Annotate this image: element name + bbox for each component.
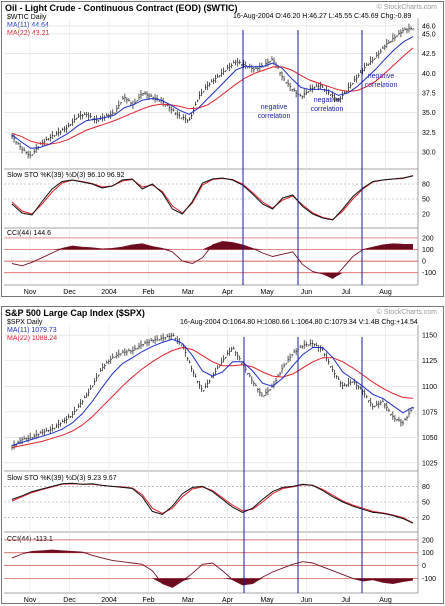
spx-chart-svg: 1150 1125 1100 1075 1050 1025 Nov Dec 2004 Feb Mar… — [4, 325, 438, 604]
price-tick-label: 32.5 — [422, 130, 436, 137]
month-tick-label: May — [260, 597, 274, 604]
cci-tick-label: -100 — [422, 576, 436, 583]
watermark: © StockCharts.com — [376, 4, 437, 11]
chart-frame — [1, 1, 444, 297]
cci-tick-label: 100 — [422, 247, 434, 254]
legend-ma11: MA(11) 44.64 — [7, 22, 49, 29]
legend-ma22: MA(22) 1088.24 — [7, 335, 58, 342]
month-tick-label: 2004 — [101, 597, 117, 604]
cci-tick-label: 0 — [422, 563, 426, 570]
price-tick-label: 1025 — [422, 460, 438, 467]
month-tick-label: Mar — [182, 289, 195, 296]
price-tick-label: 35.0 — [422, 110, 436, 117]
legend-ma11: MA(11) 1079.73 — [7, 327, 57, 334]
sto-tick-label: 80 — [422, 182, 430, 189]
price-tick-label: 40.0 — [422, 71, 436, 78]
symbol-label: $WTIC Daily — [7, 14, 47, 21]
price-tick-label: 1075 — [422, 409, 438, 416]
month-tick-label: Jun — [301, 597, 312, 604]
price-tick-label: 1100 — [422, 384, 437, 391]
month-tick-label: Apr — [222, 289, 234, 296]
chart-frame — [1, 306, 444, 604]
ma11-line — [11, 338, 414, 446]
sto-d-line — [11, 175, 414, 221]
cci-line — [11, 240, 414, 280]
symbol-label: $SPX Daily — [7, 319, 43, 326]
cci-tick-label: 200 — [422, 235, 434, 242]
cci-line — [11, 549, 414, 588]
month-tick-label: Jul — [342, 289, 351, 296]
month-tick-label: Dec — [63, 597, 76, 604]
oil-chart-panel: Oil - Light Crude - Continuous Contract … — [0, 0, 445, 298]
month-tick-label: May — [260, 289, 274, 296]
price-tick-label: 45.0 — [422, 31, 436, 38]
watermark: © StockCharts.com — [376, 309, 437, 316]
month-tick-label: Dec — [63, 289, 76, 296]
month-tick-label: Jun — [301, 289, 312, 296]
cci-tick-label: -100 — [422, 270, 436, 277]
cci-title: CCI(44) 144.6 — [7, 230, 51, 237]
sto-tick-label: 50 — [422, 197, 430, 204]
cci-tick-label: 0 — [422, 259, 426, 266]
price-tick-label: 37.5 — [422, 91, 436, 98]
spx-chart-panel: S&P 500 Large Cap Index ($SPX) © StockCh… — [0, 305, 445, 605]
cci-tick-label: 100 — [422, 550, 434, 557]
sto-k-line — [11, 482, 414, 524]
ma22-line — [11, 47, 414, 145]
ohlc-summary: 16-Aug-2004 O:46.20 H:46.27 L:45.55 C:45… — [233, 13, 412, 20]
price-tick-label: 1050 — [422, 435, 438, 442]
price-tick-label: 1125 — [422, 358, 437, 365]
cci-oversold-fill — [12, 272, 413, 279]
price-tick-label: 1150 — [422, 333, 437, 340]
month-tick-label: Nov — [24, 289, 37, 296]
month-tick-label: Aug — [379, 289, 392, 296]
ohlc-summary: 16-Aug-2004 O:1064.80 H:1080.66 L:1064.8… — [180, 319, 418, 326]
month-tick-label: Jul — [342, 597, 351, 604]
oil-chart-svg: 46.045.0 42.5 40.0 37.5 35.0 32.5 30.0 Nov Dec 20… — [4, 18, 436, 296]
month-tick-label: Nov — [24, 597, 37, 604]
sto-d-line — [11, 483, 414, 524]
price-tick-label: 30.0 — [422, 150, 436, 157]
month-tick-label: Feb — [142, 597, 154, 604]
month-tick-label: Aug — [379, 597, 392, 604]
ma11-line — [11, 36, 414, 149]
month-tick-label: 2004 — [101, 289, 117, 296]
month-tick-label: Feb — [142, 289, 154, 296]
annotation-1: negative correlation — [257, 104, 291, 120]
price-tick-label: 42.5 — [422, 51, 436, 58]
sto-title: Slow STO %K(39) %D(3) 9.23 9.67 — [7, 475, 117, 482]
ma22-line — [11, 346, 414, 448]
sto-title: Slow STO %K(39) %D(3) 96.10 96.92 — [7, 172, 125, 179]
month-tick-label: Apr — [222, 597, 234, 604]
chart-title: Oil - Light Crude - Continuous Contract … — [5, 3, 238, 13]
annotation-2: negative correlation — [310, 97, 344, 113]
sto-tick-label: 50 — [422, 500, 430, 507]
cci-oversold-fill — [12, 578, 413, 588]
month-tick-label: Mar — [182, 597, 195, 604]
sto-k-line — [11, 175, 414, 221]
price-tick-label: 46.0 — [422, 23, 436, 30]
sto-tick-label: 80 — [422, 484, 430, 491]
sto-tick-label: 20 — [422, 212, 430, 219]
sto-tick-label: 20 — [422, 515, 430, 522]
chart-title: S&P 500 Large Cap Index ($SPX) — [5, 308, 145, 318]
cci-tick-label: 200 — [422, 537, 434, 544]
